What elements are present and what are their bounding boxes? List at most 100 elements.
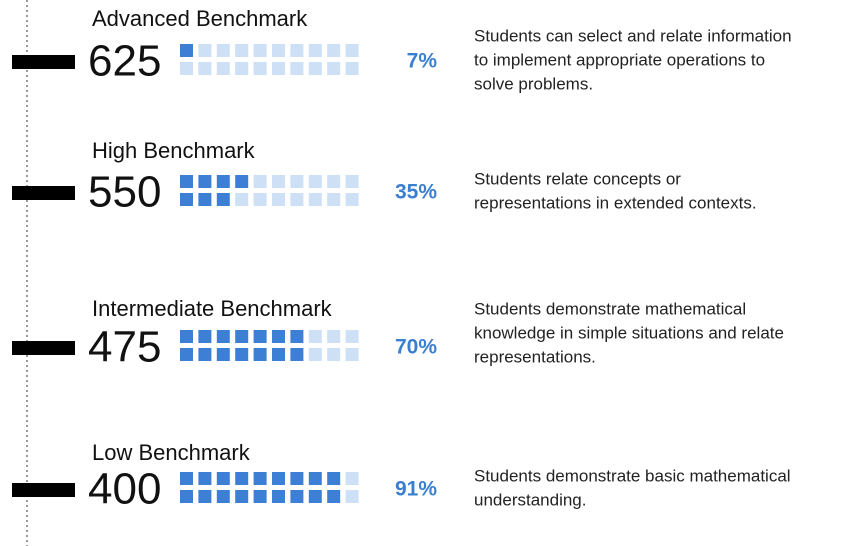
waffle-cell	[180, 490, 193, 503]
description-line: representations in extended contexts.	[474, 193, 757, 212]
waffle-cell	[308, 330, 322, 343]
waffle-cell	[198, 193, 212, 206]
waffle-cell	[235, 175, 249, 188]
waffle-cell	[216, 62, 230, 75]
waffle-cell	[253, 62, 267, 75]
score-marker	[12, 341, 75, 355]
waffle-cell	[216, 193, 230, 206]
waffle-cell	[180, 44, 193, 57]
waffle-cell	[180, 348, 193, 361]
benchmark-score: 625	[88, 37, 161, 86]
waffle-cell	[327, 490, 341, 503]
description-line: to implement appropriate operations to	[474, 50, 765, 69]
waffle-cell	[345, 330, 359, 343]
waffle-cell	[198, 330, 212, 343]
waffle-cell	[345, 193, 359, 206]
waffle-cell	[253, 44, 267, 57]
description-line: Students relate concepts or	[474, 169, 681, 188]
waffle-cell	[290, 62, 304, 75]
waffle-cell	[327, 348, 341, 361]
benchmark-score: 475	[88, 323, 161, 372]
waffle-cell	[308, 472, 322, 485]
waffle-cell	[345, 175, 359, 188]
percent-label: 35%	[395, 181, 437, 204]
score-marker	[12, 483, 75, 497]
benchmark-title: Advanced Benchmark	[92, 6, 308, 31]
waffle-cell	[290, 490, 304, 503]
waffle-cell	[253, 472, 267, 485]
waffle-cell	[216, 490, 230, 503]
waffle-cell	[216, 175, 230, 188]
waffle	[180, 175, 359, 206]
benchmark-score: 550	[88, 168, 161, 217]
waffle-cell	[327, 193, 341, 206]
waffle-cell	[308, 62, 322, 75]
waffle-cell	[290, 44, 304, 57]
description-line: Students demonstrate mathematical	[474, 299, 746, 318]
waffle-cell	[272, 348, 285, 361]
description-line: knowledge in simple situations and relat…	[474, 323, 784, 342]
waffle-cell	[327, 44, 341, 57]
waffle-cell	[272, 175, 285, 188]
benchmark-title: Intermediate Benchmark	[92, 296, 333, 321]
waffle-cell	[290, 330, 304, 343]
waffle-cell	[290, 175, 304, 188]
waffle-cell	[235, 193, 249, 206]
waffle-cell	[308, 44, 322, 57]
waffle-cell	[345, 348, 359, 361]
waffle-cell	[180, 330, 193, 343]
waffle-cell	[272, 490, 285, 503]
description-line: understanding.	[474, 490, 586, 509]
waffle-cell	[290, 193, 304, 206]
waffle-cell	[253, 175, 267, 188]
waffle	[180, 44, 359, 75]
waffle-cell	[253, 193, 267, 206]
description-line: Students can select and relate informati…	[474, 26, 792, 45]
waffle-cell	[235, 348, 249, 361]
waffle-cell	[272, 193, 285, 206]
waffle-cell	[272, 472, 285, 485]
score-marker	[12, 55, 75, 69]
waffle-cell	[308, 193, 322, 206]
waffle-cell	[327, 472, 341, 485]
waffle-cell	[253, 348, 267, 361]
waffle-cell	[327, 175, 341, 188]
waffle-cell	[180, 62, 193, 75]
benchmark-score: 400	[88, 465, 161, 514]
waffle-cell	[198, 175, 212, 188]
waffle-cell	[216, 44, 230, 57]
waffle-cell	[198, 490, 212, 503]
waffle-cell	[216, 348, 230, 361]
waffle-cell	[345, 62, 359, 75]
waffle-cell	[345, 472, 359, 485]
waffle-cell	[235, 44, 249, 57]
waffle-cell	[253, 330, 267, 343]
waffle	[180, 472, 359, 503]
waffle	[180, 330, 359, 361]
description-line: Students demonstrate basic mathematical	[474, 466, 791, 485]
waffle-cell	[272, 44, 285, 57]
waffle-cell	[308, 175, 322, 188]
waffle-cell	[198, 62, 212, 75]
waffle-cell	[235, 330, 249, 343]
waffle-cell	[272, 330, 285, 343]
waffle-cell	[235, 62, 249, 75]
waffle-cell	[180, 193, 193, 206]
waffle-cell	[272, 62, 285, 75]
waffle-cell	[216, 330, 230, 343]
waffle-cell	[327, 330, 341, 343]
waffle-cell	[235, 490, 249, 503]
percent-label: 70%	[395, 336, 437, 359]
score-marker	[12, 186, 75, 200]
percent-label: 7%	[407, 50, 438, 73]
benchmark-title: Low Benchmark	[92, 440, 251, 465]
waffle-cell	[345, 44, 359, 57]
waffle-cell	[327, 62, 341, 75]
waffle-cell	[198, 472, 212, 485]
waffle-cell	[216, 472, 230, 485]
waffle-cell	[198, 348, 212, 361]
waffle-cell	[290, 472, 304, 485]
waffle-cell	[180, 175, 193, 188]
waffle-cell	[308, 490, 322, 503]
